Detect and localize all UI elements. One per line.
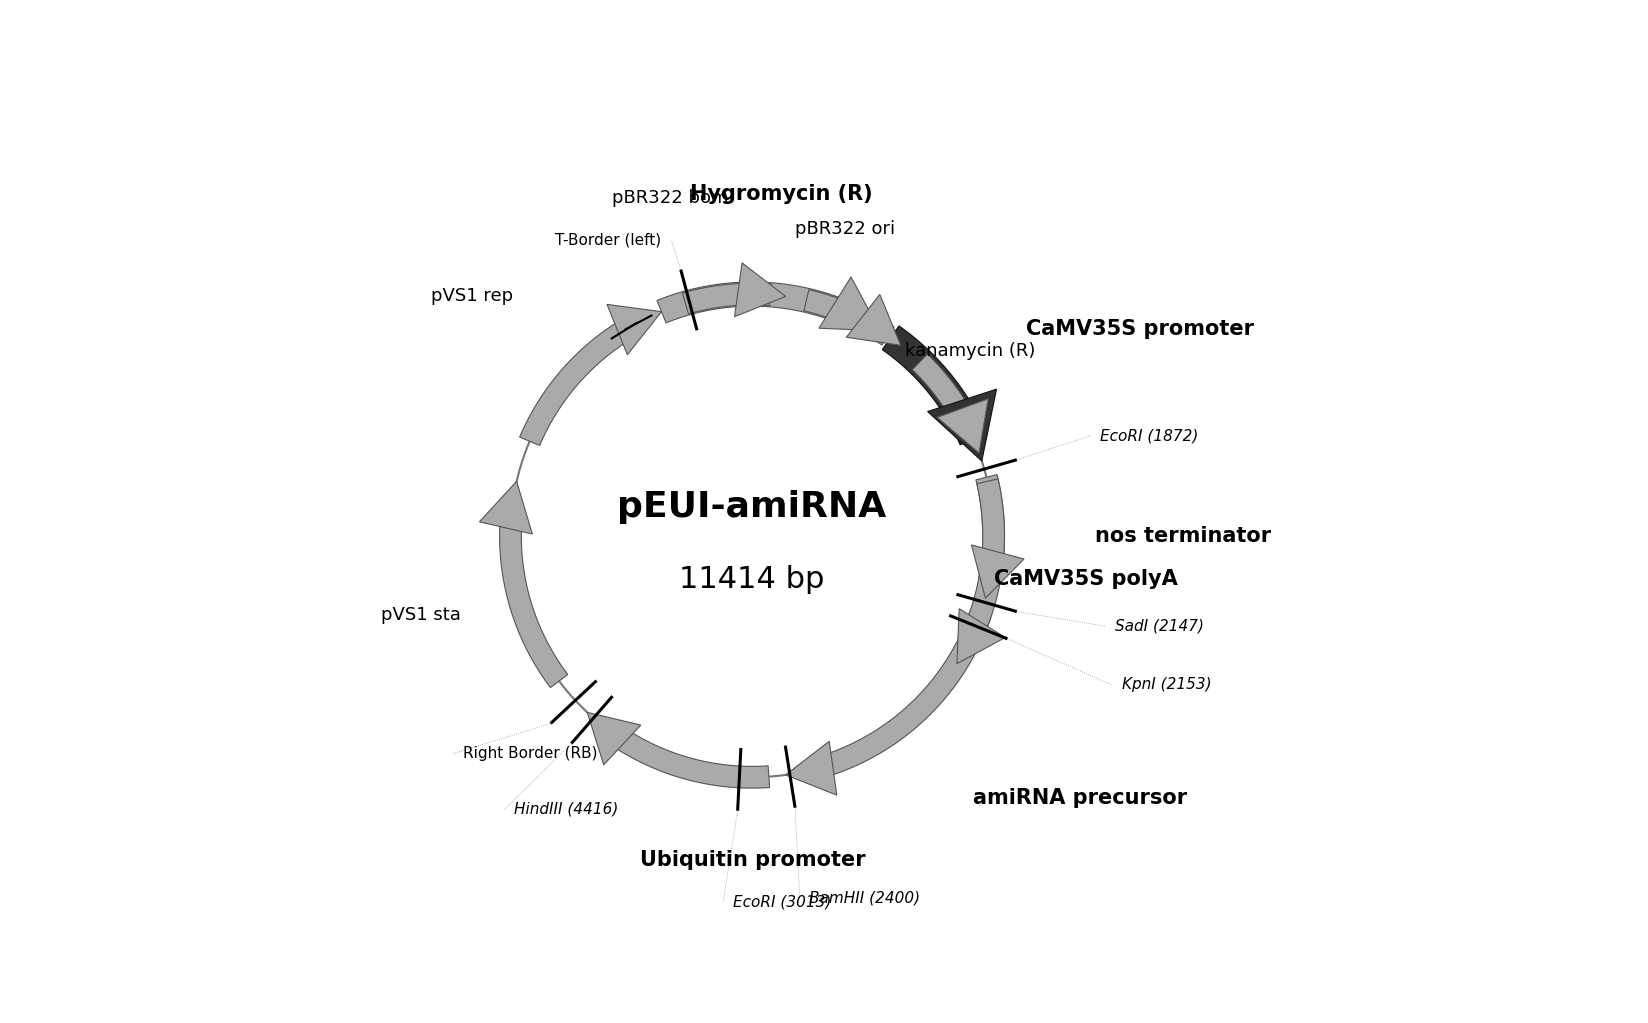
Text: pBR322 ori: pBR322 ori bbox=[794, 220, 895, 238]
Text: EcoRI (3013): EcoRI (3013) bbox=[732, 895, 831, 909]
Text: EcoRI (1872): EcoRI (1872) bbox=[1099, 429, 1198, 443]
Text: 11414 bp: 11414 bp bbox=[679, 565, 824, 593]
Polygon shape bbox=[845, 295, 900, 346]
Text: pEUI-amiRNA: pEUI-amiRNA bbox=[616, 490, 887, 524]
Text: BamHII (2400): BamHII (2400) bbox=[809, 891, 920, 905]
Polygon shape bbox=[587, 712, 641, 765]
Text: pBR322 bom: pBR322 bom bbox=[611, 189, 728, 208]
Text: pVS1 sta: pVS1 sta bbox=[381, 606, 461, 624]
Polygon shape bbox=[961, 479, 1004, 643]
Polygon shape bbox=[606, 305, 661, 355]
Text: SadI (2147): SadI (2147) bbox=[1114, 619, 1203, 634]
Polygon shape bbox=[928, 389, 995, 461]
Text: CaMV35S promoter: CaMV35S promoter bbox=[1025, 319, 1252, 340]
Text: pVS1 rep: pVS1 rep bbox=[430, 287, 513, 306]
Polygon shape bbox=[882, 326, 986, 445]
Polygon shape bbox=[936, 399, 987, 453]
Polygon shape bbox=[956, 609, 1005, 664]
Text: CaMV35S polyA: CaMV35S polyA bbox=[994, 569, 1177, 588]
Polygon shape bbox=[804, 290, 893, 345]
Polygon shape bbox=[784, 742, 836, 795]
Polygon shape bbox=[819, 277, 880, 330]
Polygon shape bbox=[480, 481, 532, 534]
Polygon shape bbox=[603, 722, 770, 788]
Polygon shape bbox=[733, 263, 784, 317]
Text: amiRNA precursor: amiRNA precursor bbox=[972, 789, 1187, 808]
Polygon shape bbox=[499, 512, 567, 687]
Text: Hygromycin (R): Hygromycin (R) bbox=[689, 183, 872, 204]
Polygon shape bbox=[976, 475, 1004, 582]
Text: kanamycin (R): kanamycin (R) bbox=[905, 343, 1035, 360]
Text: T-Border (left): T-Border (left) bbox=[555, 232, 661, 248]
Polygon shape bbox=[821, 611, 990, 776]
Polygon shape bbox=[656, 282, 854, 325]
Text: nos terminator: nos terminator bbox=[1094, 526, 1271, 545]
Polygon shape bbox=[911, 354, 982, 442]
Polygon shape bbox=[971, 545, 1023, 598]
Polygon shape bbox=[682, 283, 771, 314]
Text: Ubiquitin promoter: Ubiquitin promoter bbox=[639, 850, 865, 870]
Text: HindIII (4416): HindIII (4416) bbox=[514, 802, 618, 816]
Text: Right Border (RB): Right Border (RB) bbox=[463, 746, 597, 761]
Text: KpnI (2153): KpnI (2153) bbox=[1121, 677, 1211, 693]
Polygon shape bbox=[519, 314, 641, 445]
